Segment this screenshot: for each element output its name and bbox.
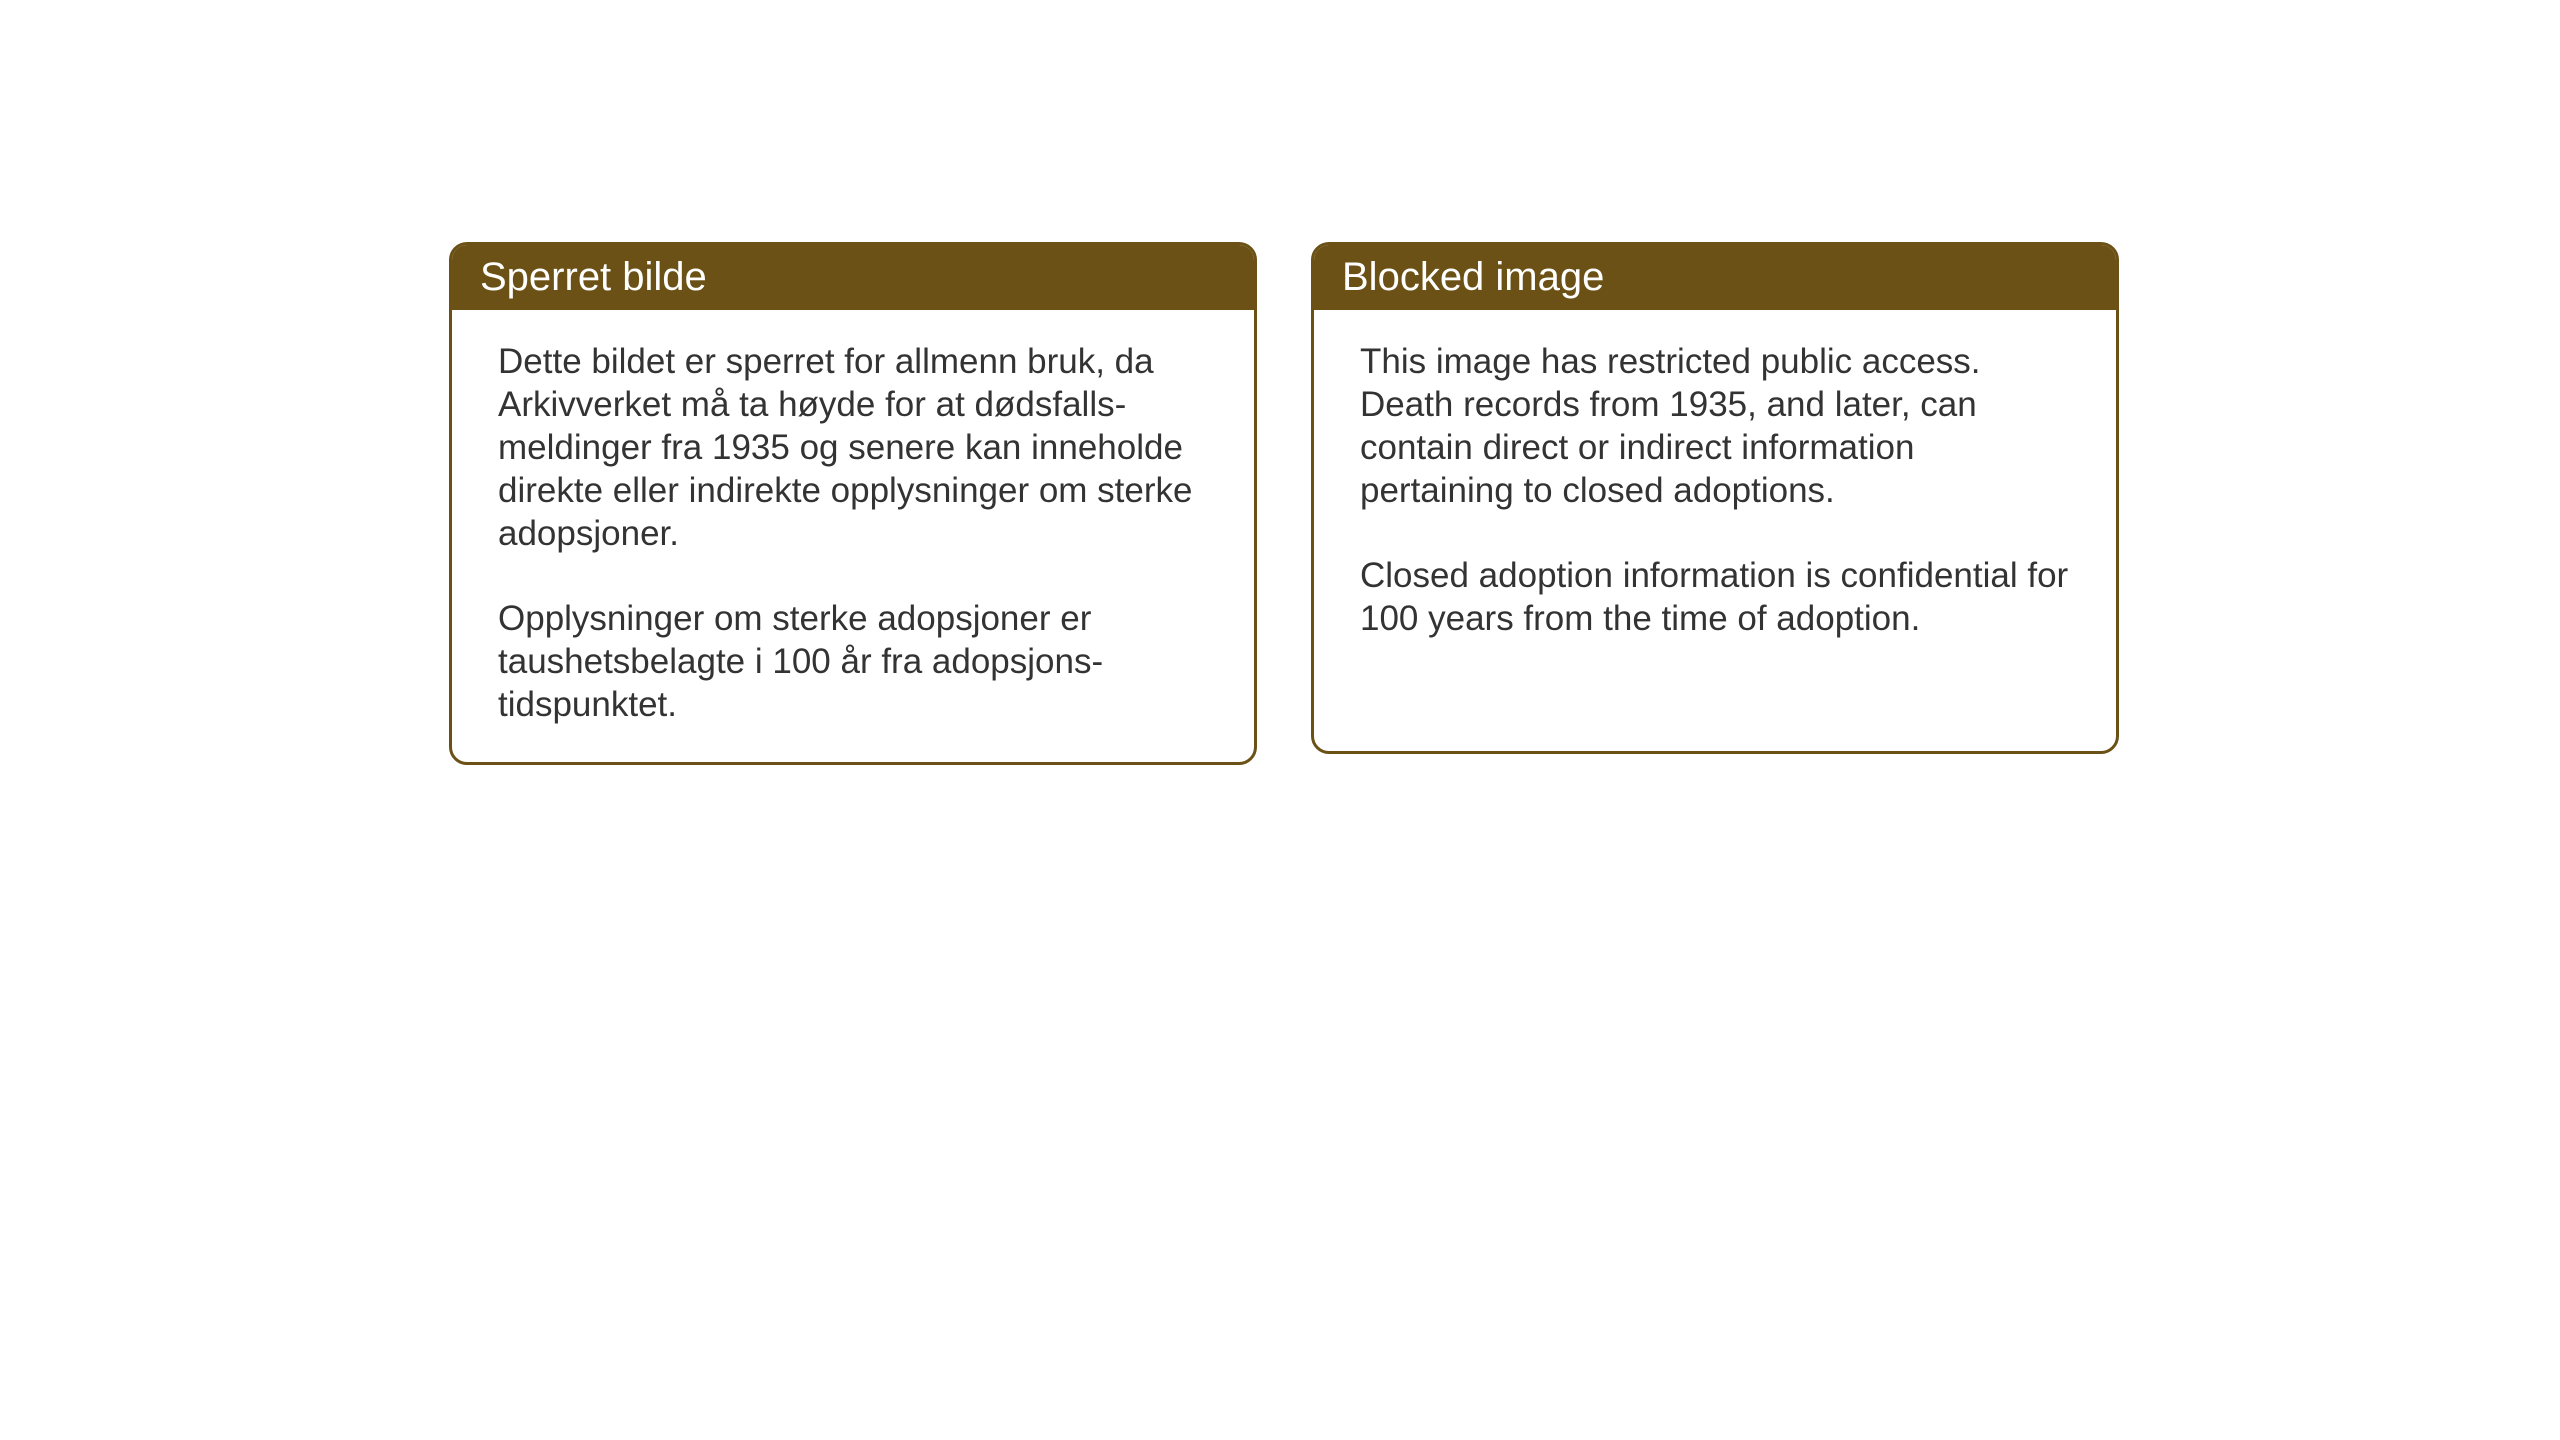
norwegian-card-body: Dette bildet er sperret for allmenn bruk… [452,310,1254,762]
norwegian-card: Sperret bilde Dette bildet er sperret fo… [449,242,1257,765]
english-card-title: Blocked image [1314,245,2116,310]
norwegian-card-title: Sperret bilde [452,245,1254,310]
english-card: Blocked image This image has restricted … [1311,242,2119,754]
english-paragraph-2: Closed adoption information is confident… [1360,554,2070,640]
norwegian-paragraph-1: Dette bildet er sperret for allmenn bruk… [498,340,1208,555]
card-container: Sperret bilde Dette bildet er sperret fo… [0,0,2560,765]
norwegian-paragraph-2: Opplysninger om sterke adopsjoner er tau… [498,597,1208,726]
english-card-body: This image has restricted public access.… [1314,310,2116,676]
english-paragraph-1: This image has restricted public access.… [1360,340,2070,512]
